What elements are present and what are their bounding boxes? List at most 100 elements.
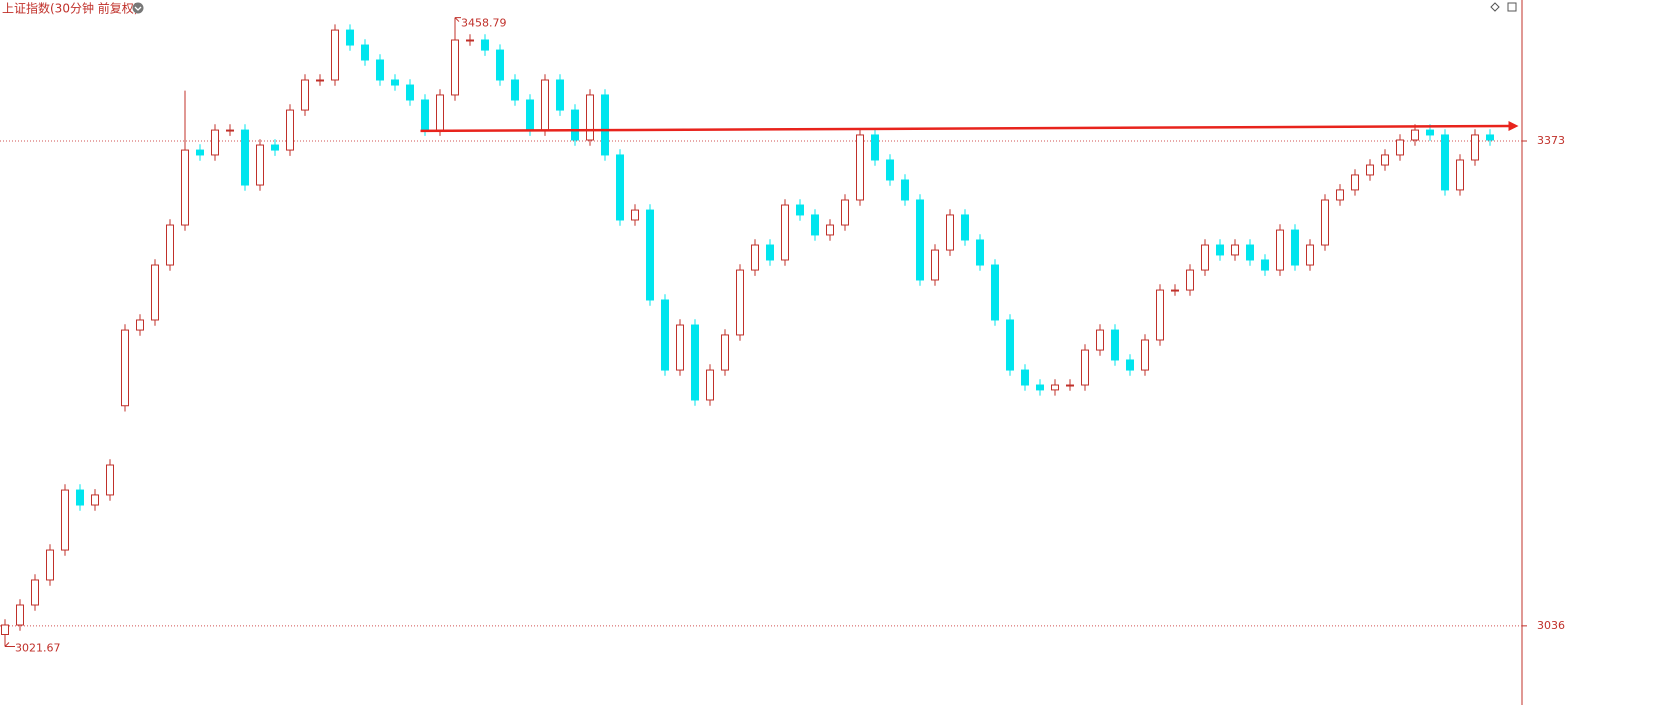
candle-body [1096, 329, 1104, 351]
candle-body [1141, 339, 1149, 371]
candle-body [91, 494, 99, 506]
candle-body [181, 149, 189, 226]
candle-body [1321, 199, 1329, 246]
candle-body [1081, 349, 1089, 386]
candle-body [766, 244, 774, 261]
candle-body [1306, 244, 1314, 266]
candle-body [856, 134, 864, 201]
candle-body [991, 264, 999, 321]
candle-body [1396, 139, 1404, 156]
candle-body [541, 79, 549, 131]
candle-body [646, 209, 654, 301]
candle-body [841, 199, 849, 226]
candle-body [406, 84, 414, 101]
candle-body [1231, 244, 1239, 256]
candle-body [781, 204, 789, 261]
candle-body [1246, 244, 1254, 261]
candle-body [1, 624, 9, 636]
candle-body [736, 269, 744, 336]
candle-body [526, 99, 534, 131]
candle-body [1051, 384, 1059, 391]
candle-body [571, 109, 579, 141]
candle-body [1111, 329, 1119, 361]
candle-body [886, 159, 894, 181]
candle-body [676, 324, 684, 371]
max-pointer [454, 17, 461, 22]
candle-body [1441, 134, 1449, 191]
candle-body [1066, 384, 1074, 387]
candle-body [61, 489, 69, 551]
candle-body [1186, 269, 1194, 291]
candle-body [1486, 134, 1494, 141]
candle-body [76, 489, 84, 506]
candle-body [601, 94, 609, 156]
candle-body [871, 134, 879, 161]
candle-body [1126, 359, 1134, 371]
candle-body [691, 324, 699, 401]
candle-body [616, 154, 624, 221]
candle-body [301, 79, 309, 111]
candle-body [1291, 229, 1299, 266]
candle-body [451, 39, 459, 96]
candle-body [1261, 259, 1269, 271]
candle-body [826, 224, 834, 236]
candle-body [481, 39, 489, 51]
candle-body [946, 214, 954, 251]
candle-body [211, 129, 219, 156]
trend-arrow [1508, 121, 1519, 132]
candle-body [466, 39, 474, 42]
diamond-icon[interactable] [1490, 2, 1500, 12]
candle-body [976, 239, 984, 266]
candle-body [1216, 244, 1224, 256]
candle-body [1426, 129, 1434, 136]
candle-body [1171, 289, 1179, 292]
max-label: 3458.79 [461, 17, 507, 30]
candle-body [1411, 129, 1419, 141]
candle-body [586, 94, 594, 141]
candle-body [166, 224, 174, 266]
candle-body [46, 549, 54, 581]
candle-body [1201, 244, 1209, 271]
candle-body [901, 179, 909, 201]
candle-body [1276, 229, 1284, 271]
candle-body [151, 264, 159, 321]
candle-body [31, 579, 39, 606]
candle-body [556, 79, 564, 111]
candle-body [751, 244, 759, 271]
chart-title: 上证指数(30分钟 前复权) [2, 1, 138, 16]
candle-body [706, 369, 714, 401]
candle-body [226, 129, 234, 132]
candle-body [421, 99, 429, 131]
candle-body [196, 149, 204, 156]
candle-body [916, 199, 924, 281]
candle-body [391, 79, 399, 86]
candle-body [1381, 154, 1389, 166]
candle-body [661, 299, 669, 371]
candle-body [811, 214, 819, 236]
candle-body [241, 129, 249, 186]
dropdown-arrow [134, 6, 142, 11]
candle-body [961, 214, 969, 241]
candle-body [436, 94, 444, 131]
trend-line [420, 124, 1511, 133]
candle-body [1006, 319, 1014, 371]
dropdown-icon[interactable] [132, 2, 144, 14]
window-icon[interactable] [1507, 2, 1517, 12]
y-tick-label: 3036 [1537, 619, 1565, 632]
candle-body [1021, 369, 1029, 386]
candle-body [256, 144, 264, 186]
candle-body [331, 29, 339, 81]
candle-body [1471, 134, 1479, 161]
candle-body [1351, 174, 1359, 191]
min-label: 3021.67 [15, 641, 61, 654]
candle-body [631, 209, 639, 221]
candle-body [136, 319, 144, 331]
y-tick-label: 3373 [1537, 134, 1565, 147]
candle-body [931, 249, 939, 281]
candle-body [1366, 164, 1374, 176]
candle-body [376, 59, 384, 81]
candle-body [121, 329, 129, 407]
candle-body [1456, 159, 1464, 191]
candle-body [721, 334, 729, 371]
